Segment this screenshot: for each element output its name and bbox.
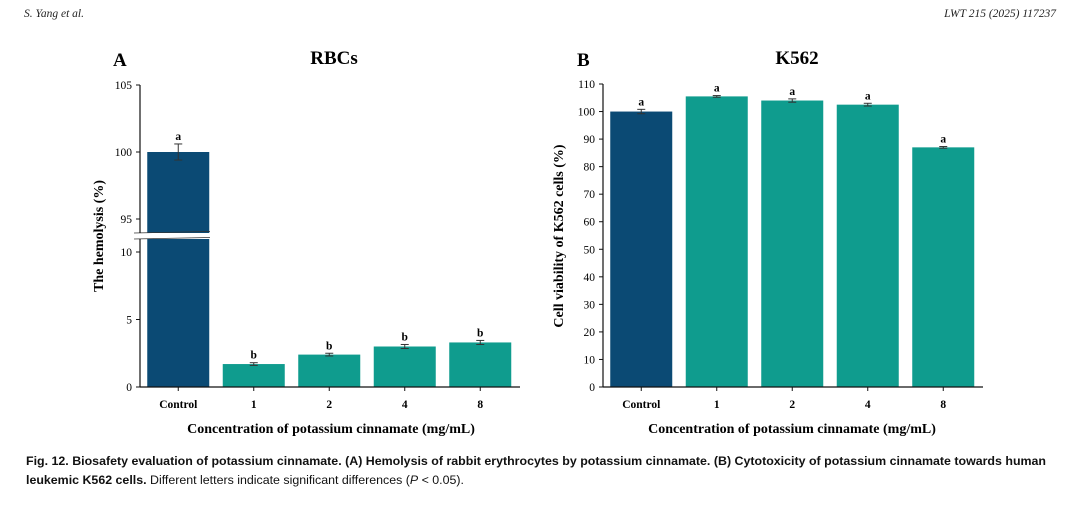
sig-letter-b-2: a bbox=[789, 86, 795, 98]
y-axis-title-a: The hemolysis (%) bbox=[92, 180, 107, 292]
xtick-label-b-2: 2 bbox=[789, 399, 795, 411]
ytick-label-a-100: 100 bbox=[115, 147, 133, 159]
xtick-label-b-3: 4 bbox=[865, 399, 871, 411]
xtick-label-a-1: 1 bbox=[251, 399, 257, 411]
xtick-label-a-0: Control bbox=[159, 399, 197, 411]
ytick-label-a-5: 5 bbox=[126, 315, 132, 327]
running-header-author: S. Yang et al. bbox=[24, 8, 84, 20]
xtick-label-b-0: Control bbox=[622, 399, 660, 411]
ytick-label-b-90: 90 bbox=[584, 134, 596, 146]
running-header-journal: LWT 215 (2025) 117237 bbox=[944, 8, 1056, 20]
bar-b-8 bbox=[912, 147, 975, 387]
xtick-label-b-4: 8 bbox=[940, 399, 946, 411]
xtick-label-b-1: 1 bbox=[714, 399, 720, 411]
figure-caption: Fig. 12. Biosafety evaluation of potassi… bbox=[26, 452, 1046, 490]
caption-normal: Different letters indicate significant d… bbox=[146, 473, 410, 487]
caption-tail: < 0.05). bbox=[418, 473, 464, 487]
ytick-label-b-40: 40 bbox=[584, 272, 596, 284]
xtick-label-a-2: 2 bbox=[326, 399, 332, 411]
ytick-label-a-10: 10 bbox=[121, 247, 133, 259]
bar-b-control bbox=[610, 111, 673, 387]
bar-a-2 bbox=[298, 354, 361, 387]
bar-a-1 bbox=[222, 364, 285, 387]
panel-a-letter: A bbox=[113, 50, 127, 71]
ytick-label-b-50: 50 bbox=[584, 244, 596, 256]
ytick-label-b-20: 20 bbox=[584, 327, 596, 339]
panel-b-chart: B K562aControla1a2a4a80102030405060708090… bbox=[552, 48, 983, 437]
xtick-label-a-4: 8 bbox=[477, 399, 483, 411]
ytick-label-b-70: 70 bbox=[584, 189, 596, 201]
sig-letter-a-4: b bbox=[477, 327, 483, 339]
bar-b-2 bbox=[761, 100, 824, 387]
ytick-label-b-110: 110 bbox=[578, 79, 595, 91]
y-axis-title-b: Cell viability of K562 cells (%) bbox=[552, 144, 567, 327]
ytick-label-a-105: 105 bbox=[115, 80, 133, 92]
caption-bold: Fig. 12. Biosafety evaluation of potassi… bbox=[26, 454, 1046, 487]
ytick-label-b-80: 80 bbox=[584, 162, 596, 174]
panel-a-chart: A RBCs a Control b 1 b 2 b 4 b 8 95 100 105 0 5 10 The hem… bbox=[92, 48, 520, 437]
panel-a-title: RBCs bbox=[310, 48, 358, 69]
sig-letter-b-0: a bbox=[638, 96, 644, 108]
ytick-label-a-95: 95 bbox=[121, 214, 133, 226]
axis-break-line-top bbox=[133, 231, 211, 234]
axis-break-line-bottom bbox=[133, 237, 211, 240]
sig-letter-a-3: b bbox=[402, 331, 408, 343]
ytick-label-b-10: 10 bbox=[584, 354, 596, 366]
sig-letter-a-2: b bbox=[326, 340, 332, 352]
bar-b-1 bbox=[685, 96, 748, 388]
x-axis-title-a: Concentration of potassium cinnamate (mg… bbox=[187, 422, 475, 437]
ytick-label-b-0: 0 bbox=[589, 382, 595, 394]
ytick-label-a-0: 0 bbox=[126, 382, 132, 394]
x-axis-title-b: Concentration of potassium cinnamate (mg… bbox=[648, 422, 936, 437]
bar-a-8 bbox=[449, 342, 512, 387]
sig-letter-a-0: a bbox=[175, 131, 181, 143]
axis-break-gap bbox=[132, 233, 212, 239]
sig-letter-b-3: a bbox=[865, 90, 871, 102]
xtick-label-a-3: 4 bbox=[402, 399, 408, 411]
sig-letter-b-1: a bbox=[714, 83, 720, 95]
sig-letter-a-1: b bbox=[251, 350, 257, 362]
panel-b-letter: B bbox=[577, 50, 590, 71]
sig-letter-b-4: a bbox=[940, 134, 946, 146]
ytick-label-b-100: 100 bbox=[578, 107, 596, 119]
ytick-label-b-30: 30 bbox=[584, 299, 596, 311]
bar-a-4 bbox=[373, 346, 436, 387]
caption-p: P bbox=[409, 473, 419, 487]
bar-b-4 bbox=[836, 104, 899, 387]
bar-a-control bbox=[147, 152, 210, 387]
panel-b-title: K562 bbox=[775, 48, 818, 69]
ytick-label-b-60: 60 bbox=[584, 217, 596, 229]
